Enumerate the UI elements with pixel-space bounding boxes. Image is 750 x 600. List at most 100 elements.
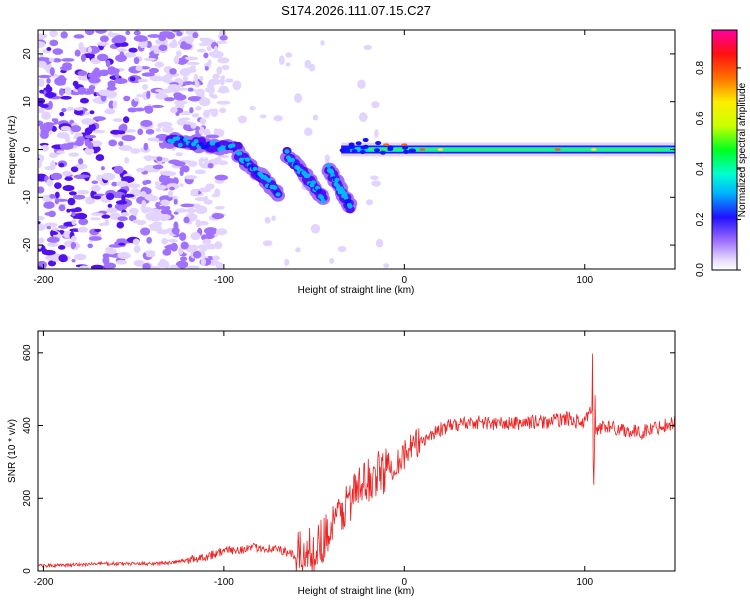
spectrogram-blob bbox=[136, 37, 149, 42]
spectrogram-blob bbox=[167, 84, 181, 93]
spectrogram-blob bbox=[150, 266, 161, 269]
spectrogram-blob bbox=[401, 143, 408, 147]
snr-ytick-label: 600 bbox=[22, 344, 33, 361]
spectrogram-blob bbox=[155, 128, 162, 133]
spectrogram-blob bbox=[71, 211, 76, 217]
spectrogram-blob bbox=[198, 97, 211, 107]
spectrogram-blob bbox=[74, 107, 84, 111]
spectrogram-blob bbox=[371, 180, 381, 187]
spectrogram-blob bbox=[145, 128, 155, 135]
spectrogram-blob bbox=[211, 213, 224, 220]
snr-xtick-label: 0 bbox=[402, 577, 408, 588]
spectrogram-blob bbox=[45, 83, 51, 92]
spectrogram-blob bbox=[190, 65, 196, 70]
spectrogram-blob bbox=[141, 199, 147, 209]
spectrogram-blob bbox=[111, 181, 118, 187]
spectrogram-blob bbox=[145, 253, 156, 258]
spectrogram-blob bbox=[244, 157, 250, 162]
spectrogram-blob bbox=[342, 192, 348, 197]
spectrogram-blob bbox=[355, 141, 362, 146]
spectrogram-blob bbox=[128, 214, 137, 222]
spectrogram-blob bbox=[146, 90, 151, 100]
spectrogram-blob bbox=[304, 59, 312, 69]
spectrogram-blob bbox=[118, 145, 133, 152]
spectrogram-blob bbox=[147, 34, 161, 38]
spectrogram-blob bbox=[310, 180, 316, 185]
spectrogram-ytick-label: 0 bbox=[22, 146, 33, 152]
spectrogram-blob bbox=[38, 237, 45, 244]
spectrogram-blob bbox=[203, 128, 211, 136]
spectrogram-blob bbox=[79, 97, 89, 104]
spectrogram-blob bbox=[186, 207, 196, 214]
spectrogram-blob bbox=[105, 246, 114, 252]
spectrogram-blob bbox=[133, 245, 141, 254]
spectrogram-blob bbox=[112, 68, 120, 74]
colorbar-tick-label: 0.8 bbox=[695, 61, 706, 75]
spectrogram-blob bbox=[379, 150, 386, 155]
spectrogram-blob bbox=[216, 100, 231, 105]
spectrogram-blob bbox=[198, 142, 204, 147]
spectrogram-blob bbox=[320, 40, 325, 46]
spectrogram-blob bbox=[167, 190, 174, 198]
spectrogram-blob bbox=[187, 87, 194, 92]
spectrogram-blob bbox=[179, 68, 191, 77]
spectrogram-ylabel: Frequency (Hz) bbox=[7, 116, 18, 185]
spectrogram-blob bbox=[169, 68, 177, 75]
spectrogram-blob bbox=[178, 247, 184, 255]
spectrogram-blob bbox=[419, 148, 426, 151]
spectrogram-blob bbox=[179, 110, 192, 116]
spectrogram-blob bbox=[58, 254, 68, 263]
spectrogram-blob bbox=[106, 86, 117, 91]
spectrogram-blob bbox=[207, 59, 212, 66]
spectrogram-blob bbox=[198, 126, 205, 135]
spectrogram-blob bbox=[215, 228, 228, 236]
spectrogram-blob bbox=[190, 122, 197, 129]
spectrogram-blob bbox=[110, 129, 122, 135]
spectrogram-blob bbox=[84, 134, 97, 139]
spectrogram-blob bbox=[108, 139, 118, 147]
spectrogram-blob bbox=[180, 41, 187, 49]
spectrogram-blob bbox=[38, 223, 46, 231]
spectrogram-blob bbox=[89, 110, 95, 115]
spectrogram-blob bbox=[142, 84, 149, 90]
spectrogram-blob bbox=[133, 57, 140, 65]
spectrogram-blob bbox=[47, 260, 57, 267]
snr-series-line bbox=[38, 353, 675, 571]
spectrogram-blob bbox=[97, 53, 109, 62]
colorbar-tick-label: 0.0 bbox=[695, 263, 706, 277]
spectrogram-blob bbox=[117, 216, 128, 222]
spectrogram-blob bbox=[316, 188, 322, 194]
spectrogram-blob bbox=[197, 48, 206, 53]
spectrogram-blob bbox=[101, 172, 116, 181]
spectrogram-blob bbox=[144, 179, 152, 185]
spectrogram-blob bbox=[74, 49, 81, 57]
spectrogram-blob bbox=[143, 57, 157, 61]
spectrogram-blob bbox=[175, 136, 181, 141]
spectrogram-blob bbox=[310, 223, 321, 234]
spectrogram-blob bbox=[88, 84, 96, 91]
spectrogram-blob bbox=[156, 156, 163, 162]
spectrogram-blob bbox=[54, 197, 60, 205]
spectrogram-blob bbox=[127, 183, 141, 189]
spectrogram-blob bbox=[175, 102, 185, 110]
spectrogram-blob bbox=[62, 77, 67, 82]
spectrogram-blob bbox=[208, 108, 219, 114]
spectrogram-blob bbox=[275, 192, 281, 197]
spectrogram-blob bbox=[128, 47, 138, 53]
spectrogram-blob bbox=[73, 109, 84, 116]
spectrogram-blob bbox=[58, 204, 66, 212]
spectrogram-blob bbox=[212, 255, 220, 261]
colorbar-gradient bbox=[711, 29, 738, 271]
spectrogram-blob bbox=[157, 76, 172, 82]
spectrogram-blob bbox=[49, 67, 55, 76]
spectrogram-blob bbox=[175, 152, 184, 157]
spectrogram-blob bbox=[295, 247, 301, 253]
spectrogram-blob bbox=[93, 195, 102, 200]
spectrogram-blob bbox=[64, 176, 73, 181]
spectrogram-blob bbox=[359, 150, 366, 155]
snr-xtick-label: 100 bbox=[576, 577, 593, 588]
spectrogram-blob bbox=[94, 228, 102, 232]
spectrogram-blob bbox=[120, 212, 130, 217]
spectrogram-blob bbox=[119, 51, 125, 59]
